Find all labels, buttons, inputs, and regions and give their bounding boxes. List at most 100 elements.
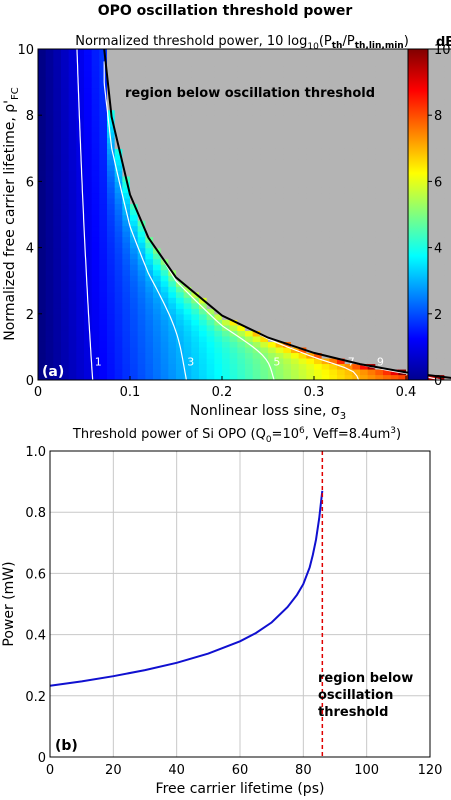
heatmap-cell xyxy=(360,153,369,160)
heatmap-cell xyxy=(360,93,369,100)
heatmap-cell xyxy=(329,126,338,133)
heatmap-cell xyxy=(429,109,438,116)
heatmap-cell xyxy=(107,330,116,337)
heatmap-cell xyxy=(137,275,146,282)
heatmap-cell xyxy=(206,109,215,116)
heatmap-cell xyxy=(53,302,62,309)
heatmap-cell xyxy=(375,324,384,331)
heatmap-cell xyxy=(429,319,438,326)
heatmap-cell xyxy=(168,335,177,342)
y-tick-label: 0.8 xyxy=(25,506,46,521)
heatmap-cell xyxy=(153,319,162,326)
heatmap-cell xyxy=(306,181,315,188)
heatmap-cell xyxy=(252,308,261,315)
heatmap-cell xyxy=(337,297,346,304)
colorbar xyxy=(407,48,429,381)
heatmap-cell xyxy=(329,87,338,94)
heatmap-cell xyxy=(137,242,146,249)
heatmap-cell xyxy=(367,60,376,67)
heatmap-cell xyxy=(214,148,223,155)
heatmap-cell xyxy=(61,192,70,199)
heatmap-cell xyxy=(206,203,215,210)
heatmap-cell xyxy=(53,242,62,249)
heatmap-cell xyxy=(130,253,139,260)
heatmap-cell xyxy=(237,159,246,166)
heatmap-cell xyxy=(114,214,123,221)
heatmap-cell xyxy=(199,291,208,298)
panel-a-ticks: 00.10.20.30.40.50246810 xyxy=(17,43,416,400)
heatmap-cell xyxy=(337,65,346,72)
heatmap-cell xyxy=(99,54,108,61)
heatmap-cell xyxy=(45,186,54,194)
heatmap-cell xyxy=(38,192,47,199)
heatmap-cell xyxy=(222,197,231,205)
heatmap-cell xyxy=(321,236,330,243)
heatmap-cell xyxy=(375,374,384,380)
heatmap-cell xyxy=(183,208,192,216)
heatmap-cell xyxy=(436,291,445,298)
heatmap-cell xyxy=(53,346,62,354)
heatmap-cell xyxy=(214,93,223,100)
heatmap-cell xyxy=(168,98,177,105)
heatmap-cell xyxy=(183,264,192,271)
heatmap-cell xyxy=(291,247,300,254)
heatmap-cell xyxy=(298,93,307,100)
heatmap-cell xyxy=(283,253,292,260)
heatmap-cell xyxy=(360,352,369,359)
heatmap-cell xyxy=(206,275,215,282)
heatmap-cell xyxy=(137,142,146,149)
heatmap-cell xyxy=(206,82,215,89)
heatmap-cell xyxy=(268,258,277,265)
heatmap-cell xyxy=(199,242,208,249)
heatmap-cell xyxy=(76,374,85,380)
heatmap-cell xyxy=(237,49,246,56)
y-tick-label: 6 xyxy=(26,175,34,190)
heatmap-cell xyxy=(191,368,200,376)
heatmap-cell xyxy=(176,313,185,320)
heatmap-cell xyxy=(291,203,300,210)
heatmap-cell xyxy=(298,203,307,210)
heatmap-cell xyxy=(306,82,315,89)
heatmap-cell xyxy=(360,242,369,249)
heatmap-cell xyxy=(252,126,261,133)
heatmap-cell xyxy=(275,71,284,78)
x-tick-label: 80 xyxy=(295,763,312,778)
heatmap-cell xyxy=(360,181,369,188)
heatmap-cell xyxy=(360,175,369,182)
heatmap-cell xyxy=(237,302,246,309)
heatmap-cell xyxy=(329,242,338,249)
heatmap-cell xyxy=(229,264,238,271)
heatmap-cell xyxy=(183,54,192,61)
heatmap-cell xyxy=(122,82,131,89)
heatmap-cell xyxy=(176,352,185,359)
heatmap-cell xyxy=(329,269,338,276)
heatmap-cell xyxy=(38,357,47,365)
heatmap-cell xyxy=(283,280,292,287)
heatmap-cell xyxy=(375,231,384,238)
heatmap-cell xyxy=(291,324,300,331)
heatmap-cell xyxy=(329,98,338,105)
heatmap-cell xyxy=(245,368,254,376)
heatmap-cell xyxy=(252,264,261,271)
heatmap-cell xyxy=(321,109,330,116)
heatmap-cell xyxy=(383,175,392,182)
heatmap-cell xyxy=(84,275,93,282)
heatmap-cell xyxy=(275,291,284,298)
heatmap-cell xyxy=(91,280,100,287)
heatmap-cell xyxy=(176,76,185,83)
heatmap-cell xyxy=(306,186,315,194)
heatmap-cell xyxy=(252,203,261,210)
heatmap-cell xyxy=(436,236,445,243)
contour-line xyxy=(252,329,360,380)
heatmap-cell xyxy=(398,335,407,342)
heatmap-cell xyxy=(229,335,238,342)
heatmap-cell xyxy=(68,253,77,260)
heatmap-cell xyxy=(298,269,307,276)
heatmap-cell xyxy=(398,126,407,133)
heatmap-cell xyxy=(168,142,177,149)
heatmap-cell xyxy=(390,220,399,227)
heatmap-cell xyxy=(45,269,54,276)
heatmap-cell xyxy=(314,242,323,249)
heatmap-cell xyxy=(283,225,292,232)
heatmap-cell xyxy=(168,175,177,182)
